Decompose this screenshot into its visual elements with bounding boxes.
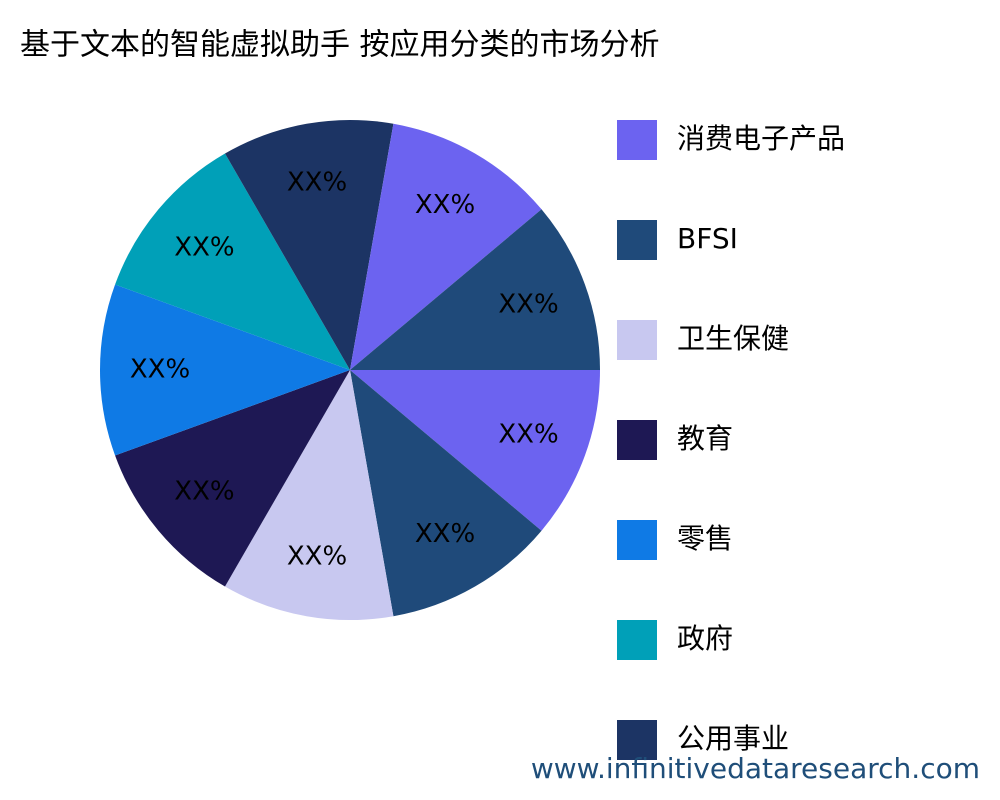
legend-label: 政府 [677,622,733,655]
pie-slice [225,120,394,371]
data-label: XX% [498,419,558,449]
legend-label: BFSI [677,222,738,255]
data-label: XX% [174,232,234,262]
legend-swatch [617,620,657,660]
pie-slice [225,370,394,621]
data-label: XX% [287,542,347,572]
watermark: www.infinitivedataresearch.com [531,752,980,785]
legend-swatch [617,220,657,260]
legend-swatch [617,420,657,460]
legend-swatch [617,720,657,760]
data-label: XX% [287,167,347,197]
pie: XX% XX% XX% XX% XX% XX% XX% XX% XX% [99,120,600,621]
data-label: XX% [174,477,234,507]
pie-slice [350,370,600,531]
legend-label: 零售 [677,522,733,555]
pie-slice [99,284,350,456]
pie-slice [350,209,600,370]
data-label: XX% [415,190,475,220]
data-label: XX% [415,519,475,549]
pie-slice [350,370,542,617]
legend-label: 卫生保健 [677,322,789,355]
legend-swatch [617,320,657,360]
pie-slice [115,370,350,587]
legend-swatch [617,520,657,560]
legend-swatch [617,120,657,160]
data-label: XX% [130,355,190,385]
chart-title: 基于文本的智能虚拟助手 按应用分类的市场分析 [20,28,660,63]
pie-slice [350,123,542,370]
legend-label: 教育 [677,422,733,455]
legend-label: 消费电子产品 [677,122,845,155]
pie-slice [115,153,350,370]
data-label: XX% [498,290,558,320]
legend-label: 公用事业 [677,722,789,755]
